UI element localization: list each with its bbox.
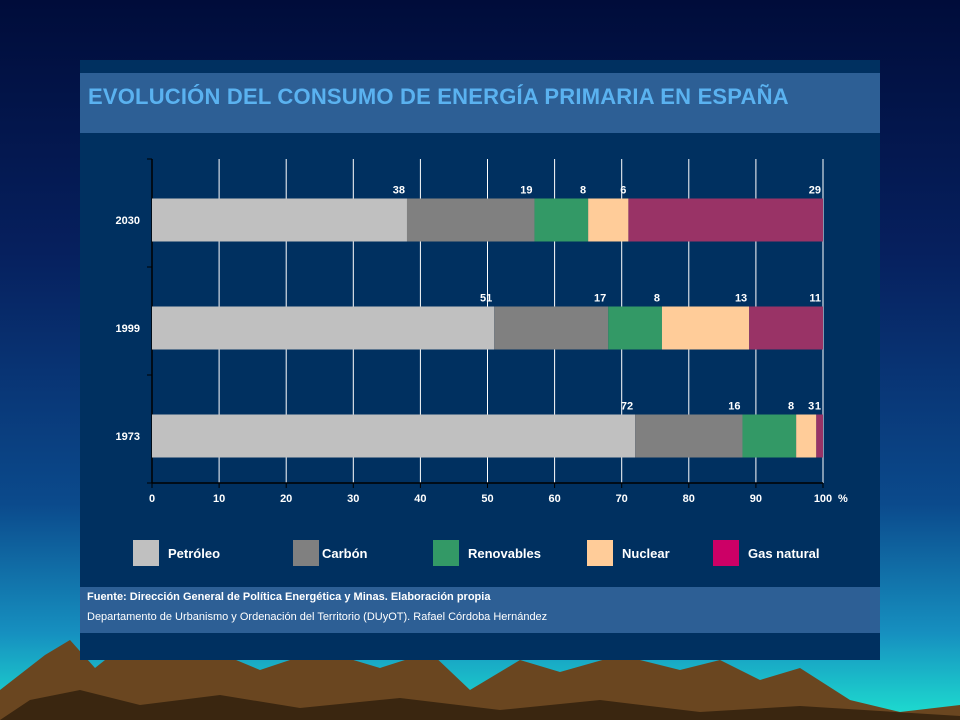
x-tick-label: 30 — [347, 493, 359, 505]
content-panel: EVOLUCIÓN DEL CONSUMO DE ENERGÍA PRIMARI… — [80, 60, 880, 660]
legend-swatch — [713, 540, 739, 566]
x-tick-label: 0 — [149, 493, 155, 505]
data-label: 51 — [480, 293, 492, 305]
bar-segment — [628, 198, 823, 242]
bar-segment — [816, 414, 823, 458]
x-axis-unit: % — [838, 493, 848, 505]
footer-band — [80, 587, 880, 633]
x-tick-label: 20 — [280, 493, 292, 505]
source-note: Fuente: Dirección General de Política En… — [87, 591, 491, 603]
x-tick-label: 40 — [414, 493, 426, 505]
data-label: 3 — [808, 401, 814, 413]
bar-segment — [742, 414, 797, 458]
x-tick-label: 70 — [616, 493, 628, 505]
x-tick-label: 60 — [548, 493, 560, 505]
data-label: 1 — [815, 401, 821, 413]
legend-label: Petróleo — [168, 546, 220, 561]
legend-label: Nuclear — [622, 546, 670, 561]
bar-segment — [661, 306, 750, 350]
bar-segment — [152, 198, 407, 242]
data-label: 6 — [620, 185, 626, 197]
slide-title: EVOLUCIÓN DEL CONSUMO DE ENERGÍA PRIMARI… — [88, 84, 789, 109]
legend-swatch — [433, 540, 459, 566]
bar-segment — [796, 414, 817, 458]
data-label: 16 — [728, 401, 740, 413]
x-tick-label: 10 — [213, 493, 225, 505]
category-label: 1973 — [116, 431, 140, 443]
data-label: 11 — [809, 293, 821, 305]
legend-label: Renovables — [468, 546, 541, 561]
x-tick-label: 50 — [481, 493, 493, 505]
data-label: 8 — [580, 185, 586, 197]
title-band — [80, 73, 880, 133]
bar-segment — [635, 414, 743, 458]
bar-segment — [494, 306, 609, 350]
legend-swatch — [293, 540, 319, 566]
data-label: 72 — [621, 401, 633, 413]
bar-segment — [588, 198, 629, 242]
category-label: 2030 — [116, 215, 140, 227]
data-label: 17 — [594, 293, 606, 305]
data-label: 8 — [788, 401, 794, 413]
data-label: 38 — [393, 185, 405, 197]
mountain-shadow — [0, 690, 960, 720]
credit-note: Departamento de Urbanismo y Ordenación d… — [87, 611, 548, 623]
bar-segment — [534, 198, 589, 242]
bar-segment — [749, 306, 823, 350]
legend-label: Gas natural — [748, 546, 820, 561]
x-tick-label: 100 — [814, 493, 832, 505]
bar-segment — [406, 198, 535, 242]
legend-label: Carbón — [322, 546, 368, 561]
x-tick-label: 90 — [750, 493, 762, 505]
x-tick-label: 80 — [683, 493, 695, 505]
bar-segment — [152, 414, 636, 458]
bar-segment — [152, 306, 495, 350]
data-label: 13 — [735, 293, 747, 305]
data-label: 19 — [520, 185, 532, 197]
category-label: 1999 — [116, 323, 140, 335]
legend-swatch — [133, 540, 159, 566]
legend-swatch — [587, 540, 613, 566]
data-label: 29 — [809, 185, 821, 197]
bar-segment — [608, 306, 662, 350]
data-label: 8 — [654, 293, 660, 305]
